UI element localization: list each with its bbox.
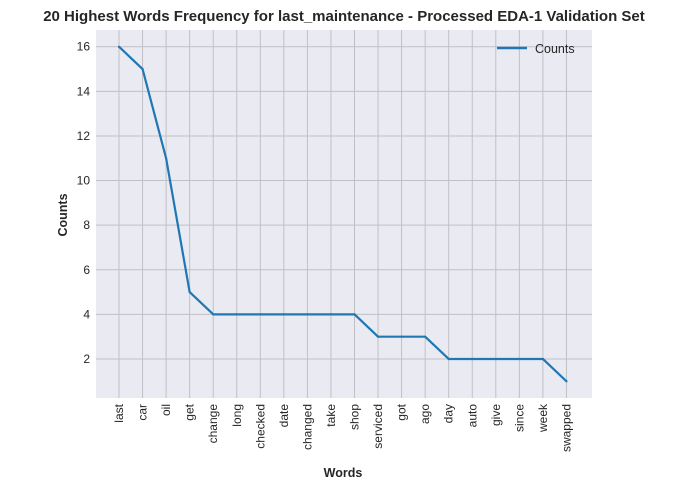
x-tick-label: oil	[159, 404, 173, 416]
series-points	[117, 45, 568, 383]
data-point-long	[235, 313, 238, 316]
x-tick-label: got	[395, 403, 409, 420]
y-tick-label: 6	[83, 263, 90, 277]
x-tick-label: auto	[465, 404, 479, 428]
x-tick-label: give	[489, 404, 503, 426]
data-point-week	[541, 357, 545, 361]
y-axis-label: Counts	[56, 193, 70, 236]
y-tick-label: 12	[77, 129, 91, 143]
data-point-changed	[306, 313, 309, 316]
data-point-serviced	[376, 335, 380, 338]
data-point-since	[518, 357, 521, 361]
x-tick-label: change	[206, 404, 220, 444]
x-tick-label: week	[536, 403, 550, 433]
data-point-last	[117, 45, 121, 48]
y-tick-label: 16	[77, 40, 91, 54]
data-point-take	[329, 313, 333, 316]
x-tick-label: since	[512, 404, 526, 432]
x-axis-label: Words	[324, 466, 363, 480]
x-tick-label: day	[442, 404, 456, 423]
series-line-counts	[118, 45, 568, 383]
x-tick-label: changed	[300, 404, 314, 450]
x-tick-label: date	[277, 404, 291, 428]
data-point-checked	[259, 313, 262, 316]
x-tick-label: last	[112, 403, 126, 422]
legend: Counts	[497, 42, 575, 56]
x-tick-label: get	[183, 403, 197, 420]
legend-label-counts: Counts	[535, 42, 575, 56]
x-tick-label: checked	[253, 404, 267, 449]
y-tick-label: 8	[83, 218, 90, 232]
data-point-swapped	[565, 380, 568, 383]
data-point-got	[400, 335, 403, 338]
x-tick-label: ago	[418, 404, 432, 424]
x-tick-label: serviced	[371, 404, 385, 449]
y-tick-label: 4	[83, 307, 90, 321]
x-tick-label: swapped	[559, 404, 573, 452]
y-axis-ticks: 2 4 6 8 10 12 14 16	[77, 40, 91, 366]
data-point-shop	[353, 313, 356, 316]
data-point-change	[212, 313, 215, 316]
data-point-auto	[471, 357, 474, 361]
data-point-car	[141, 67, 144, 71]
data-point-ago	[424, 335, 427, 338]
x-tick-label: shop	[348, 404, 362, 430]
chart-title: 20 Highest Words Frequency for last_main…	[43, 8, 645, 25]
y-tick-label: 10	[77, 174, 91, 188]
x-axis-ticks: last car oil get change long checked date change…	[112, 403, 573, 452]
data-point-day	[447, 357, 450, 361]
y-tick-label: 2	[83, 352, 90, 366]
data-point-get	[188, 290, 191, 294]
x-tick-label: take	[324, 404, 338, 427]
x-tick-label: car	[136, 404, 150, 421]
data-point-give	[494, 357, 497, 361]
data-point-date	[282, 313, 285, 316]
x-tick-label: long	[230, 404, 244, 427]
plot-area	[96, 30, 592, 398]
data-point-oil	[165, 157, 168, 160]
y-tick-label: 14	[77, 84, 91, 98]
